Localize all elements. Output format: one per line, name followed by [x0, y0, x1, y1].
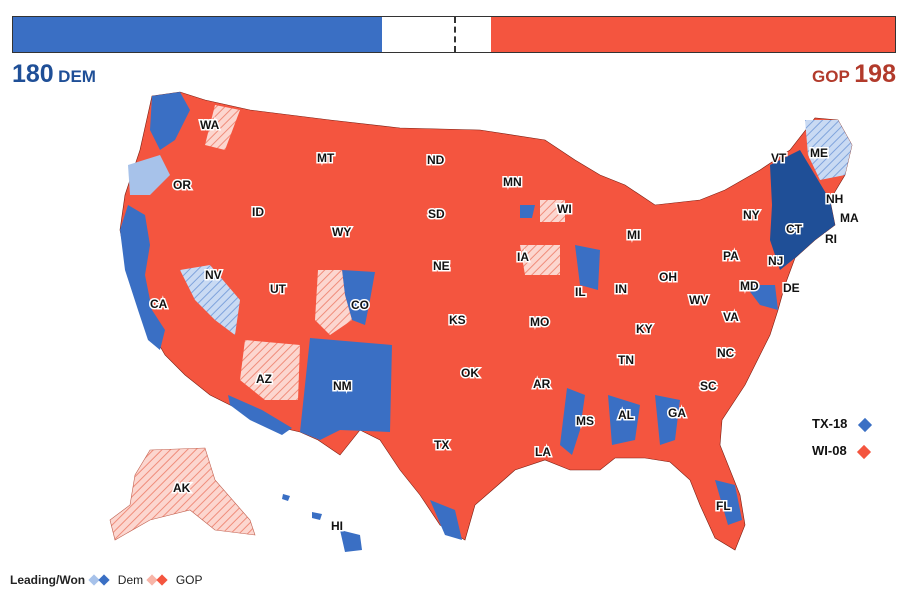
dem-atlanta [655, 395, 680, 445]
state-label-or: OR [173, 178, 191, 192]
dem-maryland [745, 285, 778, 310]
state-labels: WA OR CA NV ID MT WY UT AZ CO NM ND SD N… [149, 117, 861, 535]
state-label-la: LA [535, 445, 551, 459]
state-label-nd: ND [427, 153, 445, 167]
state-label-fl: FL [716, 499, 731, 513]
gop-wisconsin-lean [540, 200, 565, 222]
dem-mississippi-delta [560, 388, 585, 455]
legend-title: Leading/Won [10, 573, 86, 587]
state-label-ut: UT [270, 282, 287, 296]
dem-texas-border [430, 500, 462, 540]
state-label-ky: KY [636, 322, 653, 336]
state-label-nc: NC [717, 346, 735, 360]
legend-gop-label: GOP [175, 573, 203, 587]
state-label-co: CO [351, 298, 369, 312]
state-label-nv: NV [205, 268, 222, 282]
state-label-vt: VT [771, 151, 787, 165]
state-label-ks: KS [449, 313, 466, 327]
gop-party-label: GOP [812, 67, 850, 86]
state-label-ca: CA [150, 297, 168, 311]
state-label-ny: NY [743, 208, 760, 222]
dem-chicago [575, 245, 600, 290]
state-label-ga: GA [668, 406, 686, 420]
dem-new-mexico [300, 338, 392, 440]
state-label-wy: WY [332, 225, 351, 239]
dem-arizona-south [228, 395, 292, 435]
gop-legend-icon [146, 574, 169, 586]
state-label-id: ID [252, 205, 264, 219]
state-label-mn: MN [503, 175, 522, 189]
state-label-mi: MI [627, 228, 640, 242]
legend-dem-label: Dem [117, 573, 144, 587]
callout-wi-08-label: WI-08 [812, 443, 847, 458]
state-label-me: ME [810, 146, 828, 160]
callout-tx-18-label: TX-18 [812, 416, 848, 431]
gop-seat-bar [491, 17, 895, 52]
gop-diamond-icon [857, 444, 872, 459]
state-label-wa: WA [200, 118, 220, 132]
state-label-pa: PA [723, 249, 739, 263]
state-label-mo: MO [530, 315, 549, 329]
state-label-ms: MS [576, 414, 594, 428]
dem-northeast [770, 150, 835, 270]
state-label-tn: TN [618, 353, 634, 367]
state-label-sc: SC [700, 379, 717, 393]
dem-maine-lean [805, 120, 852, 180]
callout-tx-18[interactable]: TX-18 [812, 416, 873, 433]
gop-seat-count: GOP 198 [812, 60, 896, 89]
dem-seat-number: 180 [12, 60, 54, 88]
state-label-wi: WI [557, 202, 572, 216]
majority-line [454, 17, 456, 52]
state-label-nm: NM [333, 379, 352, 393]
state-label-hi: HI [331, 519, 343, 533]
dem-west-coast [120, 205, 165, 350]
state-label-al: AL [618, 408, 634, 422]
dem-diamond-icon [857, 417, 873, 432]
legend: Leading/Won Dem GOP [10, 573, 203, 588]
state-label-ct: CT [786, 222, 803, 236]
state-label-nh: NH [826, 192, 843, 206]
dem-seat-bar [13, 17, 382, 52]
dem-nevada-lean [180, 265, 240, 335]
state-label-va: VA [723, 310, 739, 324]
gop-seat-number: 198 [854, 60, 896, 88]
dem-alabama-black-belt [608, 395, 640, 445]
state-label-de: DE [783, 281, 800, 295]
callout-wi-08[interactable]: WI-08 [812, 443, 872, 460]
dem-legend-icon [88, 574, 111, 586]
state-label-az: AZ [256, 372, 272, 386]
state-label-oh: OH [659, 270, 677, 284]
state-label-ri: RI [825, 232, 837, 246]
seat-count-bar [12, 16, 896, 53]
gop-colorado-lean [315, 270, 352, 335]
dem-seat-count: 180 DEM [12, 60, 96, 89]
gop-arizona-lean [240, 340, 300, 400]
dem-mn-twin-cities [520, 205, 535, 218]
dem-party-label: DEM [58, 67, 96, 86]
state-label-il: IL [575, 285, 586, 299]
state-label-ok: OK [461, 366, 479, 380]
state-label-ia: IA [517, 250, 529, 264]
state-label-wv: WV [689, 293, 708, 307]
dem-oregon-lean [128, 155, 170, 195]
hawaii [282, 494, 362, 552]
state-label-tx: TX [434, 438, 449, 452]
alaska [109, 447, 256, 541]
state-label-ar: AR [533, 377, 551, 391]
dem-colorado [342, 270, 375, 325]
state-label-mt: MT [317, 151, 335, 165]
state-label-ma: MA [840, 211, 859, 225]
state-label-nj: NJ [768, 254, 783, 268]
dem-florida-south [715, 480, 742, 525]
state-label-ak: AK [173, 481, 191, 495]
state-label-ne: NE [433, 259, 450, 273]
gop-iowa-lean [520, 245, 560, 275]
state-label-in: IN [615, 282, 627, 296]
dem-seattle [150, 92, 190, 150]
state-label-sd: SD [428, 207, 445, 221]
gop-washington-lean [205, 105, 240, 150]
state-label-md: MD [740, 279, 759, 293]
